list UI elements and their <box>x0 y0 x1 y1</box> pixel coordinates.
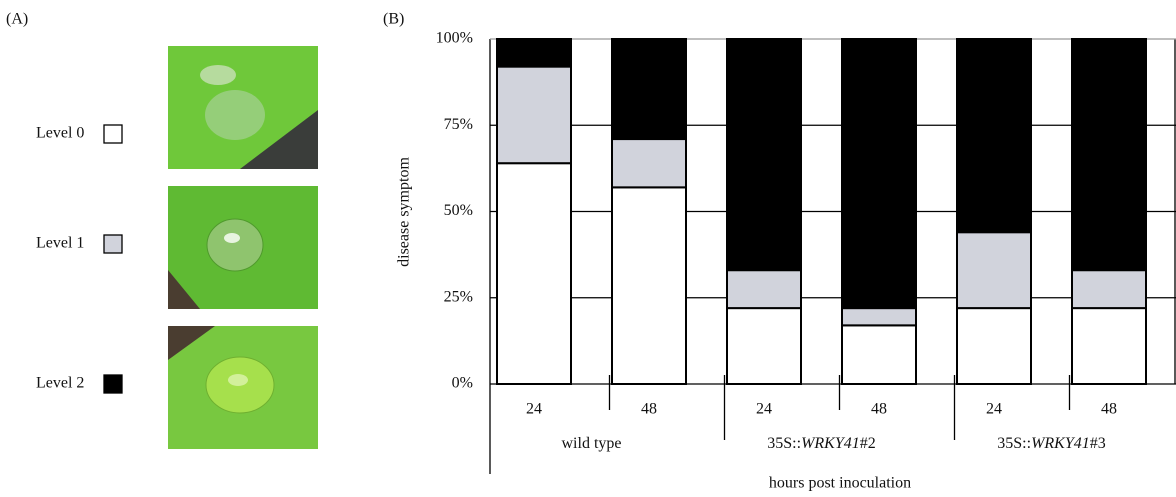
panel-label: (B) <box>383 11 404 28</box>
legend-swatch <box>103 374 123 394</box>
x-axis-title: hours post inoculation <box>769 475 911 492</box>
group-label: 35S::WRKY41#2 <box>767 435 875 452</box>
x-tick-label: 48 <box>871 401 887 418</box>
legend-swatch <box>103 124 123 144</box>
bar-segment <box>956 231 1032 310</box>
bar-segment <box>611 138 687 189</box>
bar-segment <box>1071 38 1147 272</box>
y-tick-label: 0% <box>452 375 473 392</box>
bar-segment <box>841 307 917 327</box>
bar-segment <box>726 269 802 310</box>
y-tick-label: 75% <box>444 116 473 133</box>
group-label-part: WRKY41 <box>801 435 860 452</box>
bar-segment <box>726 307 802 386</box>
bar-segment <box>841 38 917 310</box>
legend-label: Level 2 <box>36 375 84 392</box>
leaf-photo <box>168 46 318 169</box>
bar-segment <box>1071 269 1147 310</box>
x-tick-label: 24 <box>986 401 1002 418</box>
legend-label: Level 1 <box>36 235 84 252</box>
legend-swatch <box>103 234 123 254</box>
bar-segment <box>496 162 572 385</box>
y-tick-label: 25% <box>444 288 473 305</box>
bar-segment <box>1071 307 1147 386</box>
bar-segment <box>496 65 572 165</box>
bar-segment <box>611 38 687 141</box>
group-label-part: #2 <box>860 435 876 452</box>
leaf-photo <box>168 326 318 449</box>
y-tick-label: 100% <box>436 30 473 47</box>
bar-segment <box>496 38 572 68</box>
bar-segment <box>956 38 1032 234</box>
group-label-part: 35S:: <box>997 435 1031 452</box>
x-tick-label: 24 <box>756 401 772 418</box>
group-label-part: wild type <box>562 435 622 452</box>
bar-segment <box>841 324 917 386</box>
group-label-part: 35S:: <box>767 435 801 452</box>
y-tick-label: 50% <box>444 202 473 219</box>
x-tick-label: 24 <box>526 401 542 418</box>
group-label: 35S::WRKY41#3 <box>997 435 1105 452</box>
y-axis-title: disease symptom <box>396 157 413 267</box>
group-label-part: WRKY41 <box>1031 435 1090 452</box>
leaf-photo <box>168 186 318 309</box>
bar-segment <box>956 307 1032 386</box>
legend-label: Level 0 <box>36 125 84 142</box>
x-tick-label: 48 <box>641 401 657 418</box>
bar-segment <box>611 186 687 385</box>
group-label-part: #3 <box>1090 435 1106 452</box>
group-label: wild type <box>562 435 622 452</box>
panel-label: (A) <box>6 11 28 28</box>
bar-segment <box>726 38 802 272</box>
x-tick-label: 48 <box>1101 401 1117 418</box>
